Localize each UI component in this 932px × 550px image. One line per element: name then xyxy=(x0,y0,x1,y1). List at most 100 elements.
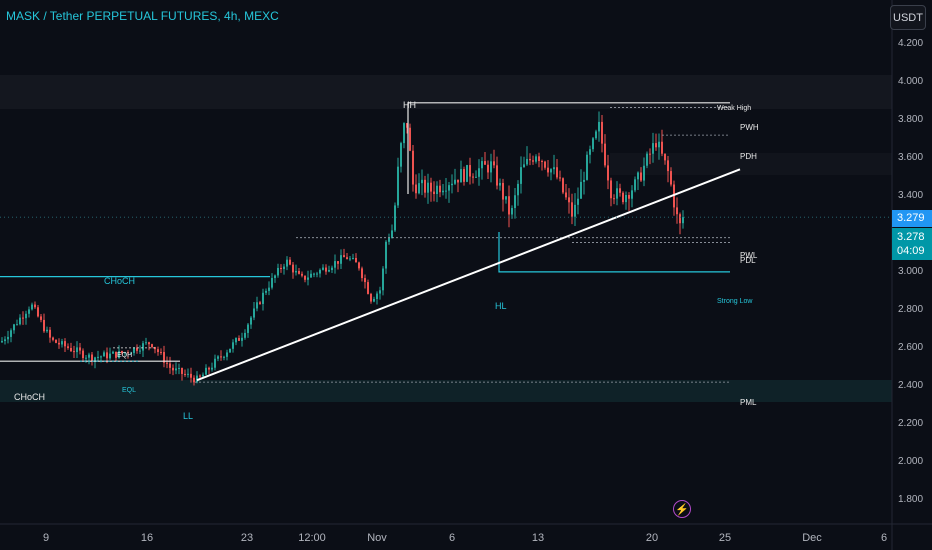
candle-body xyxy=(259,302,261,304)
candle-body xyxy=(421,179,423,184)
candle-body xyxy=(355,257,357,263)
candle-body xyxy=(298,270,300,274)
candle-body xyxy=(76,347,78,353)
candle-body xyxy=(223,356,225,358)
candle-body xyxy=(511,208,513,215)
candle-body xyxy=(199,375,201,377)
candle-body xyxy=(577,198,579,205)
candle-body xyxy=(94,357,96,362)
pwh-label: PWH xyxy=(740,123,759,132)
candle-body xyxy=(463,169,465,182)
y-tick-label: 2.400 xyxy=(898,380,923,391)
x-tick-label: 9 xyxy=(43,532,49,544)
x-tick-label: 20 xyxy=(646,532,658,544)
candle-body xyxy=(379,290,381,294)
candle-body xyxy=(436,185,438,195)
candle-body xyxy=(550,169,552,173)
candle-body xyxy=(295,270,297,273)
premium-zone xyxy=(0,75,892,109)
candle-body xyxy=(265,290,267,293)
candle-body xyxy=(70,347,72,352)
candle-body xyxy=(625,195,627,203)
x-tick-label: 12:00 xyxy=(298,532,326,544)
candle-body xyxy=(178,367,180,369)
candle-body xyxy=(124,352,126,354)
candle-body xyxy=(475,176,477,178)
candle-body xyxy=(514,195,516,209)
candle-body xyxy=(271,277,273,288)
candle-body xyxy=(307,277,309,280)
y-tick-label: 3.000 xyxy=(898,266,923,277)
symbol-title: MASK / Tether PERPETUAL FUTURES, 4h, MEX… xyxy=(6,9,279,23)
candle-body xyxy=(169,363,171,368)
x-tick-label: 25 xyxy=(719,532,731,544)
candle-body xyxy=(130,352,132,354)
candle-body xyxy=(310,273,312,278)
candle-body xyxy=(79,347,81,351)
y-tick-label: 2.600 xyxy=(898,342,923,353)
candle-body xyxy=(517,183,519,196)
candle-body xyxy=(655,143,657,148)
x-tick-label: 16 xyxy=(141,532,153,544)
candle-body xyxy=(208,367,210,370)
candle-body xyxy=(286,259,288,267)
candle-body xyxy=(664,153,666,161)
x-tick-label: Nov xyxy=(367,532,387,544)
candle-body xyxy=(202,374,204,377)
y-tick-label: 3.400 xyxy=(898,190,923,201)
y-tick-label: 2.000 xyxy=(898,456,923,467)
candle-body xyxy=(469,165,471,177)
weak-high-label: Weak High xyxy=(717,105,751,112)
candle-body xyxy=(142,343,144,351)
candle-body xyxy=(454,179,456,184)
hh-label: HH xyxy=(403,100,416,110)
candle-body xyxy=(319,269,321,274)
candle-body xyxy=(58,342,60,345)
candle-body xyxy=(289,259,291,265)
candle-body xyxy=(229,348,231,353)
lightning-bolt-icon[interactable]: ⚡ xyxy=(673,500,691,518)
candle-body xyxy=(349,258,351,260)
candle-body xyxy=(277,267,279,276)
bar-countdown: 04:09 xyxy=(897,245,925,257)
candle-body xyxy=(148,342,150,345)
candle-body xyxy=(568,197,570,203)
candle-body xyxy=(595,131,597,139)
candle-body xyxy=(487,164,489,173)
candle-body xyxy=(574,204,576,217)
candle-body xyxy=(292,264,294,273)
candle-body xyxy=(442,190,444,193)
candle-body xyxy=(406,123,408,128)
candle-body xyxy=(244,332,246,338)
y-tick-label: 2.800 xyxy=(898,304,923,315)
candle-body xyxy=(220,356,222,358)
candle-body xyxy=(184,373,186,375)
candle-body xyxy=(25,313,27,319)
candle-body xyxy=(283,266,285,270)
candle-body xyxy=(268,287,270,291)
candle-body xyxy=(382,268,384,291)
candle-body xyxy=(439,185,441,193)
candle-body xyxy=(409,127,411,151)
candle-body xyxy=(376,293,378,299)
candle-body xyxy=(634,179,636,191)
candle-body xyxy=(19,317,21,325)
candle-body xyxy=(256,302,258,309)
candle-body xyxy=(445,190,447,192)
candle-body xyxy=(415,184,417,194)
candle-body xyxy=(4,339,6,342)
candle-body xyxy=(10,330,12,337)
candle-body xyxy=(430,182,432,192)
currency-button[interactable]: USDT xyxy=(890,5,926,30)
candle-body xyxy=(535,156,537,162)
candle-body xyxy=(7,336,9,340)
x-tick-label: 13 xyxy=(532,532,544,544)
candle-body xyxy=(340,255,342,264)
candle-body xyxy=(649,153,651,155)
candle-body xyxy=(64,341,66,347)
candle-body xyxy=(163,352,165,363)
candle-body xyxy=(16,324,18,326)
candle-body xyxy=(451,183,453,186)
candle-body xyxy=(214,358,216,368)
